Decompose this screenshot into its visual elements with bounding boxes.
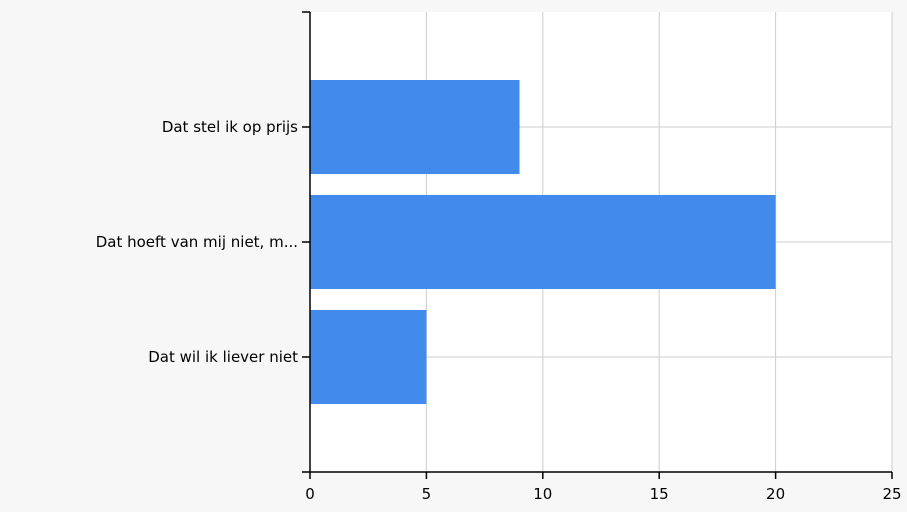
labels: Dat stel ik op prijs Dat hoeft van mij ni… xyxy=(96,118,902,503)
bars xyxy=(310,80,776,404)
x-tick-label: 25 xyxy=(882,485,901,503)
bar xyxy=(310,80,520,174)
bar xyxy=(310,195,776,289)
axes xyxy=(302,11,893,479)
x-tick-label: 0 xyxy=(305,485,315,503)
category-label: Dat stel ik op prijs xyxy=(162,118,298,136)
x-tick-label: 10 xyxy=(533,485,552,503)
x-tick-label: 20 xyxy=(766,485,785,503)
bar xyxy=(310,310,427,404)
category-label: Dat wil ik liever niet xyxy=(148,348,298,366)
x-tick-label: 15 xyxy=(650,485,669,503)
x-tick-label: 5 xyxy=(422,485,432,503)
category-label: Dat hoeft van mij niet, m... xyxy=(96,233,298,251)
